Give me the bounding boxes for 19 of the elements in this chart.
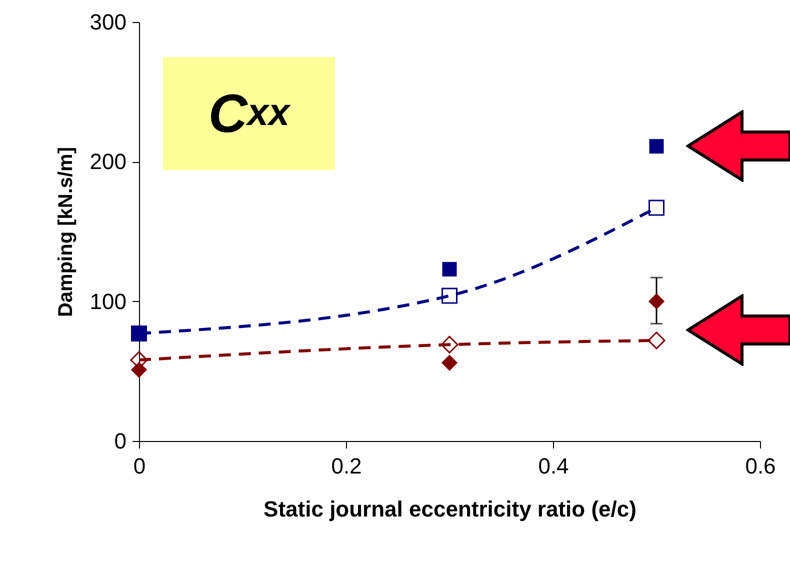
point — [440, 336, 458, 354]
x-axis-title: Static journal eccentricity ratio (e/c) — [264, 496, 636, 522]
point — [130, 362, 148, 378]
y-tick-label: 300 — [90, 10, 126, 34]
point — [648, 200, 664, 216]
point — [648, 332, 666, 350]
x-tick-label: 0.2 — [331, 454, 362, 478]
y-tick-label: 200 — [90, 149, 126, 174]
x-tick-label: 0.6 — [745, 454, 776, 478]
y-tick-label: 0 — [114, 428, 126, 454]
x-tick-label: 0.4 — [538, 454, 569, 478]
y-tick-label: 100 — [90, 288, 126, 314]
point — [649, 139, 664, 154]
point — [442, 288, 458, 304]
point — [441, 354, 458, 371]
y-axis-title: Damping [kN.s/m] — [54, 146, 77, 318]
x-tick-label: 0 — [133, 454, 146, 478]
point — [442, 262, 457, 276]
point — [648, 293, 665, 310]
